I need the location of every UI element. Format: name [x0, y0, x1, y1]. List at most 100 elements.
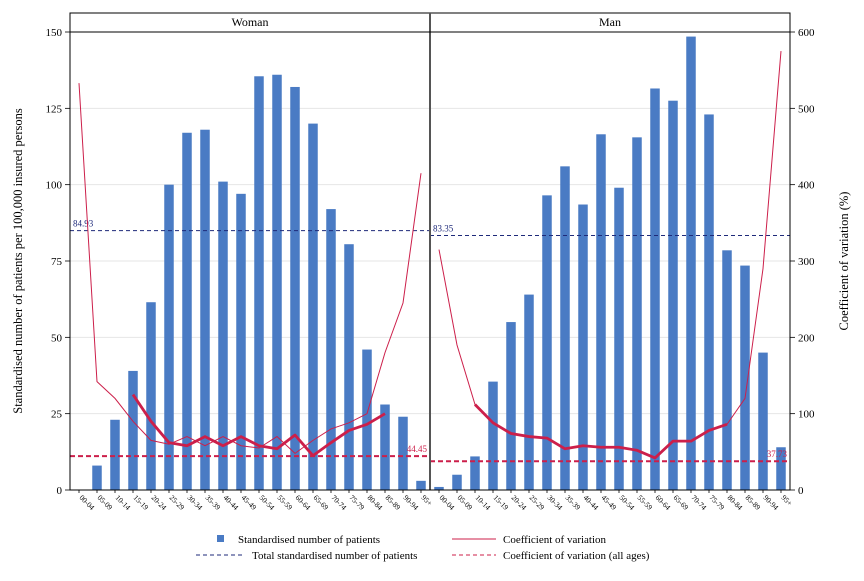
- x-tick-label-1-11: 55-59: [636, 493, 655, 512]
- y-left-tick-label-6: 150: [46, 27, 63, 39]
- legend-cv-all-label: Coefficient of variation (all ages): [503, 550, 650, 562]
- bar-1-2: [470, 456, 480, 490]
- x-tick-label-1-16: 80-84: [726, 493, 745, 512]
- x-tick-label-0-14: 70-74: [330, 493, 349, 512]
- bar-0-11: [272, 74, 282, 490]
- bar-0-12: [290, 86, 300, 491]
- x-tick-label-0-3: 15-19: [132, 493, 151, 512]
- bar-0-4: [146, 302, 156, 490]
- bar-0-2: [110, 419, 120, 490]
- y-left-tick-label-0: 0: [57, 485, 63, 497]
- bar-1-7: [560, 166, 570, 490]
- bar-1-16: [722, 250, 732, 490]
- x-tick-label-1-1: 05-09: [456, 493, 475, 512]
- cv-line-thin-0: [78, 83, 422, 455]
- x-tick-label-1-2: 10-14: [474, 493, 493, 512]
- y-right-tick-label-5: 500: [798, 103, 815, 115]
- x-tick-label-1-8: 40-44: [582, 493, 601, 512]
- y-right-tick-label-3: 300: [798, 256, 815, 268]
- legend-bar-swatch: [217, 535, 224, 542]
- x-tick-label-1-12: 60-64: [654, 493, 673, 512]
- bar-1-15: [704, 114, 714, 490]
- x-tick-label-0-15: 75-79: [348, 493, 367, 512]
- x-tick-label-0-5: 25-29: [168, 493, 187, 512]
- bar-1-13: [668, 100, 678, 490]
- x-tick-label-0-11: 55-59: [276, 493, 295, 512]
- total-label-1: 83.35: [433, 224, 454, 234]
- cv-line-bold-0: [131, 393, 386, 458]
- bar-0-19: [416, 480, 426, 490]
- bar-0-8: [218, 181, 228, 490]
- bar-1-3: [488, 381, 498, 490]
- bar-1-9: [596, 134, 606, 490]
- bar-1-11: [632, 137, 642, 490]
- bar-1-10: [614, 187, 624, 490]
- bar-0-7: [200, 129, 210, 490]
- x-tick-label-1-14: 70-74: [690, 493, 709, 512]
- bar-0-18: [398, 416, 408, 490]
- x-tick-label-0-18: 90-94: [402, 493, 421, 512]
- bar-1-17: [740, 265, 750, 490]
- bar-1-18: [758, 352, 768, 490]
- bar-1-12: [650, 88, 660, 490]
- x-tick-label-0-7: 35-39: [204, 493, 223, 512]
- y-left-tick-label-5: 125: [46, 103, 63, 115]
- y-right-tick-label-1: 100: [798, 409, 815, 421]
- bar-1-19: [776, 447, 786, 490]
- x-tick-label-0-6: 30-34: [186, 493, 205, 512]
- x-tick-label-0-10: 50-54: [258, 493, 277, 512]
- x-tick-label-1-4: 20-24: [510, 493, 529, 512]
- x-tick-label-0-17: 85-89: [384, 493, 403, 512]
- cv-all-label-0: 44.45: [407, 444, 428, 454]
- bar-0-14: [326, 209, 336, 491]
- bar-1-14: [686, 36, 696, 491]
- bar-1-6: [542, 195, 552, 490]
- legend-cv-label: Coefficient of variation: [503, 534, 607, 546]
- bar-0-3: [128, 370, 138, 490]
- bar-0-1: [92, 465, 102, 490]
- x-tick-label-1-18: 90-94: [762, 493, 781, 512]
- y-right-tick-label-6: 600: [798, 27, 815, 39]
- x-tick-label-1-13: 65-69: [672, 493, 691, 512]
- panel-title-1: Man: [599, 15, 621, 29]
- bar-0-16: [362, 349, 372, 490]
- x-tick-label-0-4: 20-24: [150, 493, 169, 512]
- total-label-0: 84.93: [73, 219, 94, 229]
- bar-1-1: [452, 474, 462, 490]
- bar-0-13: [308, 123, 318, 490]
- bar-0-5: [164, 184, 174, 490]
- x-tick-label-1-15: 75-79: [708, 493, 727, 512]
- x-tick-label-1-3: 15-19: [492, 493, 511, 512]
- bar-0-6: [182, 132, 192, 490]
- x-tick-label-1-7: 35-39: [564, 493, 583, 512]
- x-tick-label-0-9: 45-49: [240, 493, 259, 512]
- y-left-tick-label-3: 75: [51, 256, 63, 268]
- y-left-tick-label-4: 100: [46, 180, 63, 192]
- y-right-axis-label: Coefficient of variation (%): [837, 192, 851, 331]
- bar-1-0: [434, 486, 444, 490]
- x-tick-label-1-5: 25-29: [528, 493, 547, 512]
- cv-all-label-1: 37.73: [767, 449, 788, 459]
- x-tick-label-1-17: 85-89: [744, 493, 763, 512]
- x-tick-label-0-12: 60-64: [294, 493, 313, 512]
- x-tick-label-0-1: 05-09: [96, 493, 115, 512]
- y-right-tick-label-4: 400: [798, 180, 815, 192]
- x-tick-label-0-2: 10-14: [114, 493, 133, 512]
- bar-1-4: [506, 322, 516, 490]
- x-tick-label-0-8: 40-44: [222, 493, 241, 512]
- bar-1-5: [524, 294, 534, 490]
- bar-0-15: [344, 244, 354, 490]
- legend-total-label: Total standardised number of patients: [252, 550, 417, 562]
- y-right-tick-label-0: 0: [798, 485, 804, 497]
- x-tick-label-0-16: 80-84: [366, 493, 385, 512]
- y-left-tick-label-1: 25: [51, 409, 63, 421]
- bar-0-17: [380, 404, 390, 490]
- y-left-tick-label-2: 50: [51, 332, 63, 344]
- bar-0-9: [236, 193, 246, 490]
- x-tick-label-0-13: 65-69: [312, 493, 331, 512]
- x-tick-label-0-19: 95+: [420, 493, 435, 508]
- bar-1-8: [578, 204, 588, 490]
- panel-title-0: Woman: [231, 15, 268, 29]
